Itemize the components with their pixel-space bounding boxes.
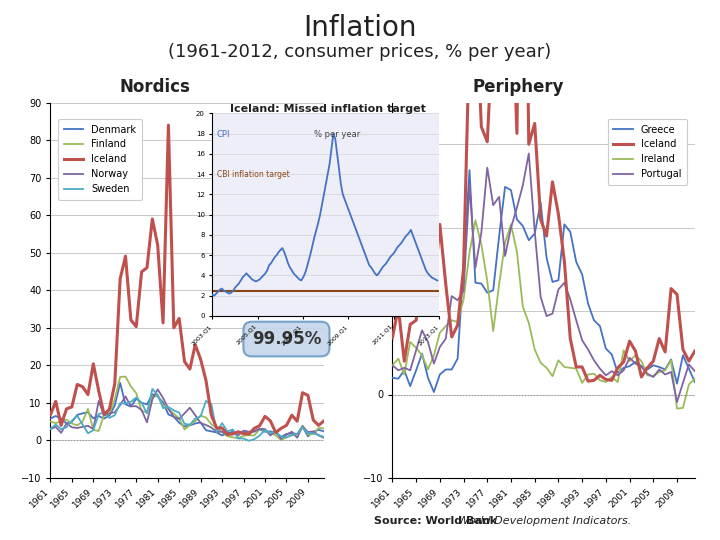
Legend: Greece, Iceland, Ireland, Portugal: Greece, Iceland, Ireland, Portugal (608, 119, 687, 185)
Text: Iceland: Missed inflation target: Iceland: Missed inflation target (230, 104, 426, 114)
Text: Nordics: Nordics (120, 78, 190, 96)
Text: World Development Indicators.: World Development Indicators. (458, 516, 631, 526)
Text: Periphery: Periphery (472, 78, 564, 96)
Text: (1961-2012, consumer prices, % per year): (1961-2012, consumer prices, % per year) (168, 43, 552, 61)
Text: CPI: CPI (217, 130, 230, 139)
Text: Inflation: Inflation (303, 14, 417, 42)
Text: CBI inflation target: CBI inflation target (217, 170, 289, 179)
Text: Source: World Bank: Source: World Bank (374, 516, 501, 526)
Text: 99.95%: 99.95% (252, 330, 321, 348)
Text: % per year: % per year (315, 130, 361, 139)
Legend: Denmark, Finland, Iceland, Norway, Sweden: Denmark, Finland, Iceland, Norway, Swede… (58, 119, 142, 200)
